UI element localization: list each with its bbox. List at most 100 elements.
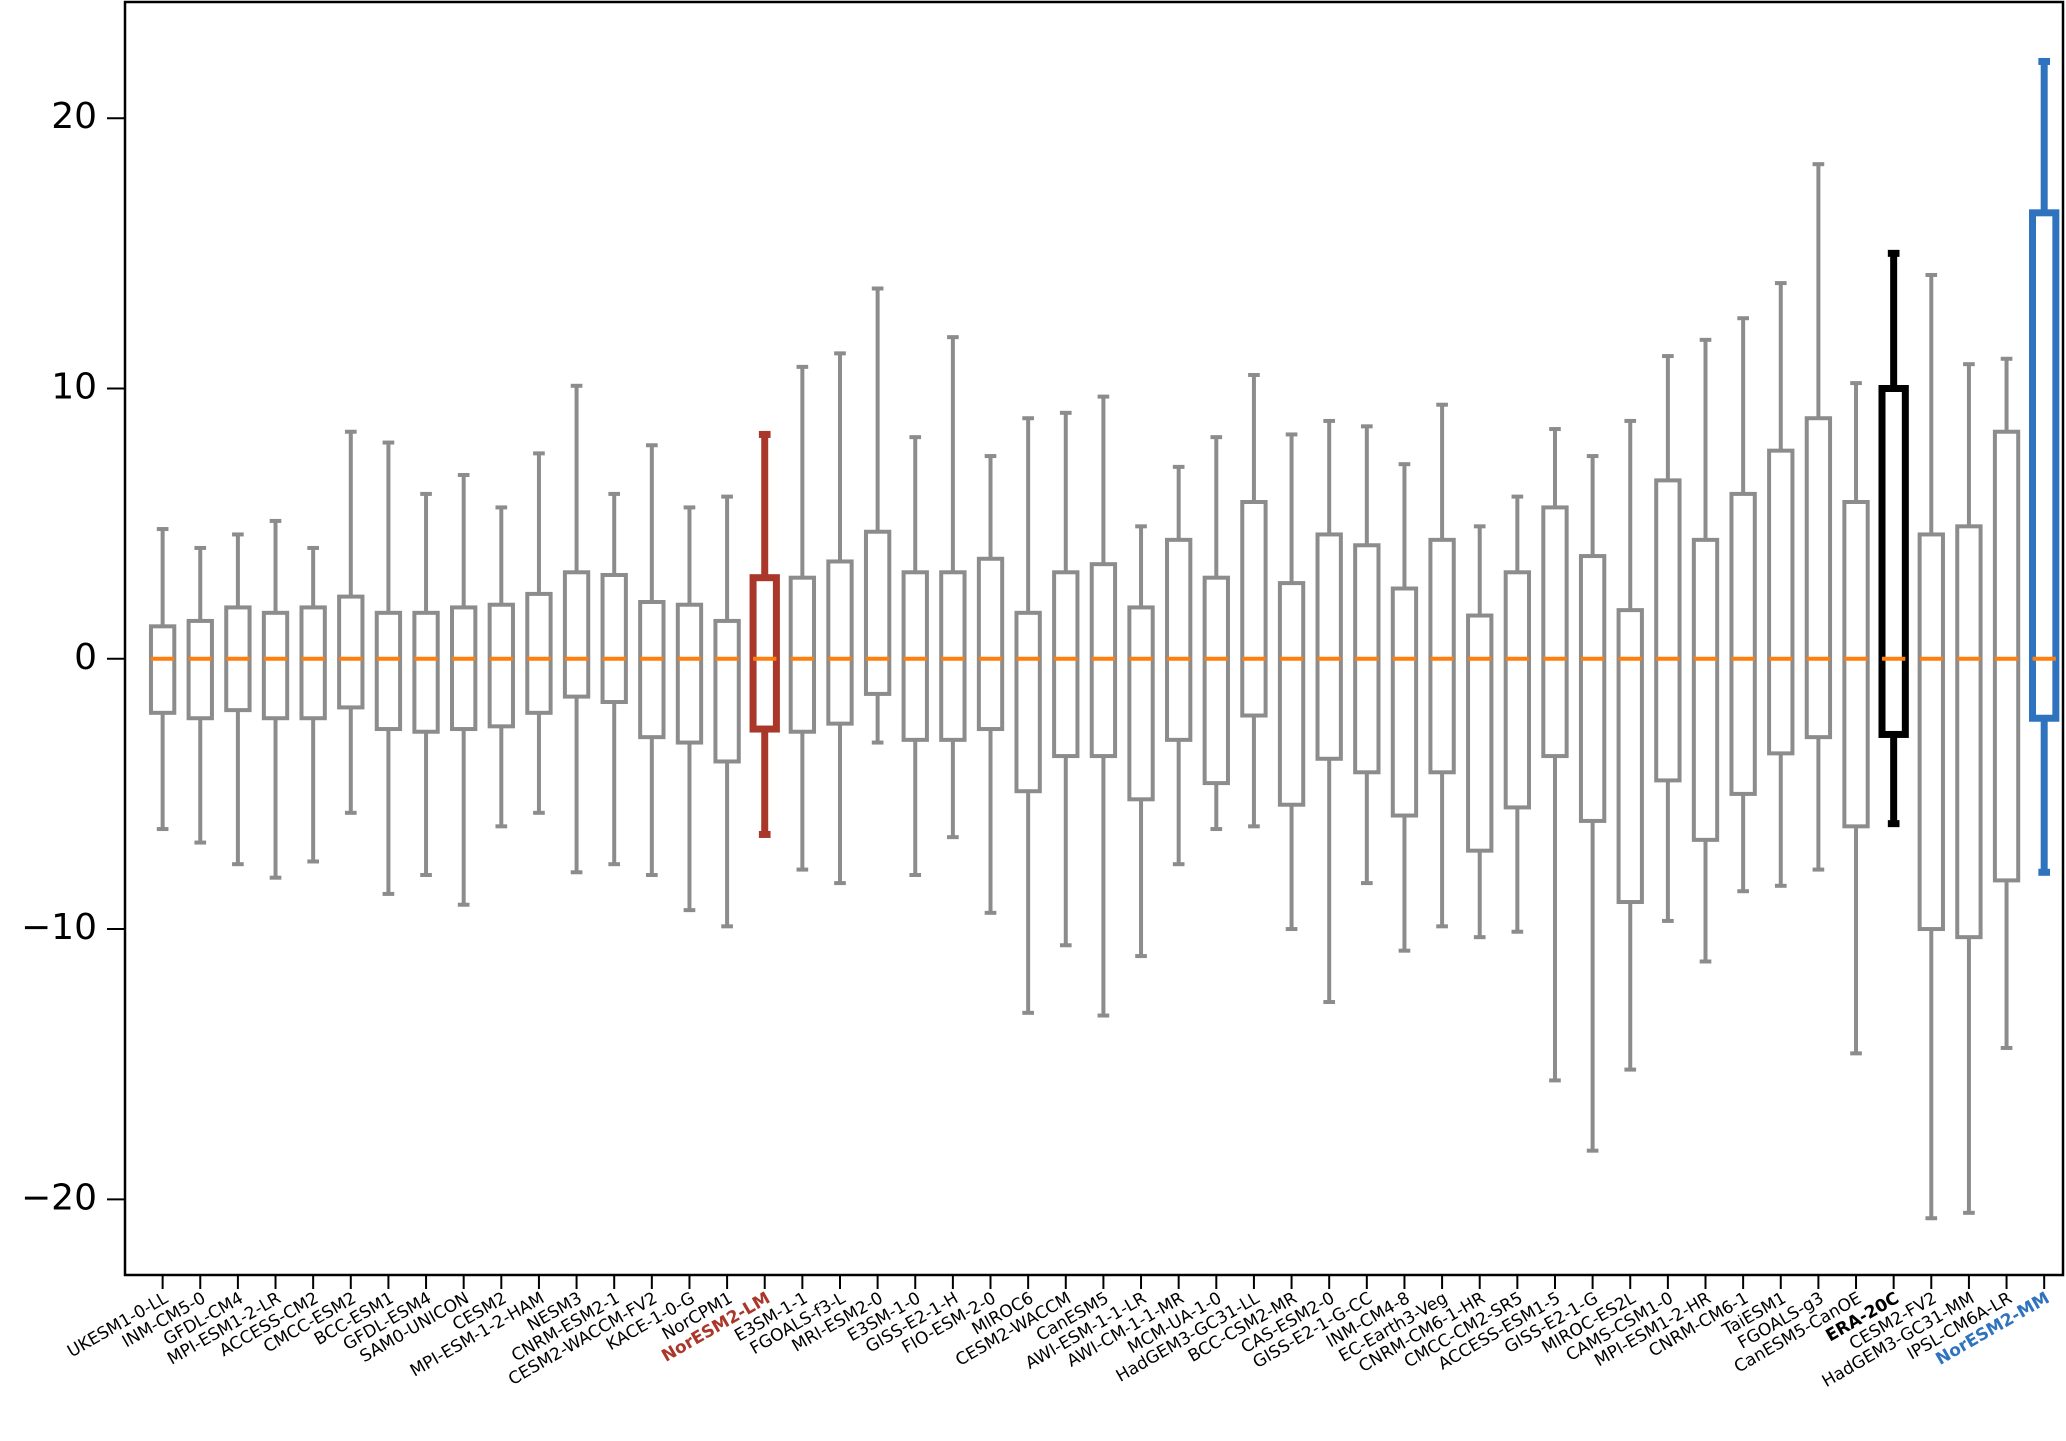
box-plot (2029, 57, 2060, 876)
box (1390, 586, 1419, 818)
box-plot (299, 545, 327, 864)
box-plot (1955, 362, 1983, 1215)
box-plot (901, 435, 929, 877)
box-plot (1691, 337, 1720, 964)
box-plot (1202, 435, 1230, 832)
box (1767, 448, 1795, 756)
box (374, 610, 403, 732)
box (186, 618, 214, 721)
box (1955, 524, 1983, 940)
box (749, 574, 780, 733)
box-plot (224, 532, 252, 867)
box-plot (1578, 454, 1607, 1153)
box-plot (1729, 316, 1757, 894)
box (1917, 532, 1945, 932)
box (901, 570, 929, 742)
box-plot (1541, 427, 1569, 1083)
box-plot (261, 518, 290, 880)
box (1691, 537, 1720, 842)
box-plot (1315, 418, 1343, 1005)
box (1014, 610, 1042, 794)
y-tick-label: −10 (21, 907, 97, 948)
box (1654, 478, 1682, 783)
box-plot (749, 430, 780, 838)
box-plot (638, 443, 666, 877)
box-plot (1428, 402, 1456, 929)
box-plot (1089, 394, 1118, 1018)
box-plot (186, 545, 214, 845)
box (863, 529, 892, 696)
box (1428, 537, 1456, 775)
box-plot (1353, 424, 1381, 886)
box-plot (1917, 272, 1945, 1221)
box-plot (525, 451, 553, 815)
box (1165, 537, 1193, 742)
box (1315, 532, 1343, 761)
box (976, 556, 1005, 732)
box-plot (600, 491, 628, 867)
box-plot (1992, 356, 2021, 1050)
box (1503, 570, 1532, 810)
box (450, 605, 478, 732)
box (2029, 209, 2060, 722)
box-plot (713, 494, 741, 929)
y-tick-label: 0 (74, 637, 97, 678)
box (1240, 500, 1268, 718)
box-plot (1014, 416, 1042, 1015)
box (939, 570, 967, 742)
box (1842, 500, 1870, 829)
box (638, 600, 666, 740)
box (261, 610, 290, 721)
box (1277, 581, 1306, 807)
box-plot (1654, 354, 1682, 923)
box (600, 572, 628, 705)
box (1992, 429, 2021, 883)
box-plot (1390, 462, 1419, 953)
box-plot (788, 364, 817, 872)
box-plot (675, 505, 704, 913)
box (1578, 554, 1607, 823)
box (1616, 608, 1644, 905)
box (1878, 384, 1909, 738)
box (713, 618, 741, 764)
box-plot (1466, 524, 1494, 940)
y-tick-label: 10 (51, 366, 97, 407)
box-plot (826, 351, 854, 886)
plot-frame (123, 0, 2065, 1277)
box-plot (1767, 281, 1795, 888)
box (675, 602, 704, 745)
box-plot (374, 440, 403, 896)
box (299, 605, 327, 721)
y-tick-label: −20 (21, 1177, 97, 1218)
box (525, 591, 553, 715)
box-plot (337, 429, 365, 815)
box-plot (412, 491, 440, 877)
box-plot (450, 472, 478, 907)
box-plot (1804, 162, 1833, 872)
box-plot (1277, 432, 1306, 932)
box-plot (562, 383, 591, 875)
box-plot (863, 286, 892, 745)
box (1127, 605, 1155, 802)
box (1202, 575, 1230, 786)
box-plot (1052, 410, 1080, 948)
box (1052, 570, 1080, 759)
box (1466, 613, 1494, 853)
y-tick-label: 20 (51, 96, 97, 137)
box (562, 570, 591, 699)
box-plot (1165, 464, 1193, 867)
box (826, 559, 854, 726)
box (148, 624, 177, 715)
box-plot (1240, 372, 1268, 829)
box (1729, 491, 1757, 796)
box (1541, 505, 1569, 759)
box (1804, 416, 1833, 740)
box-plot (976, 454, 1005, 915)
box (788, 575, 817, 734)
box (412, 610, 440, 734)
box-plot (1503, 494, 1532, 934)
box-plot (1616, 418, 1644, 1072)
box-plot (1842, 381, 1870, 1056)
box-plot (148, 527, 177, 832)
